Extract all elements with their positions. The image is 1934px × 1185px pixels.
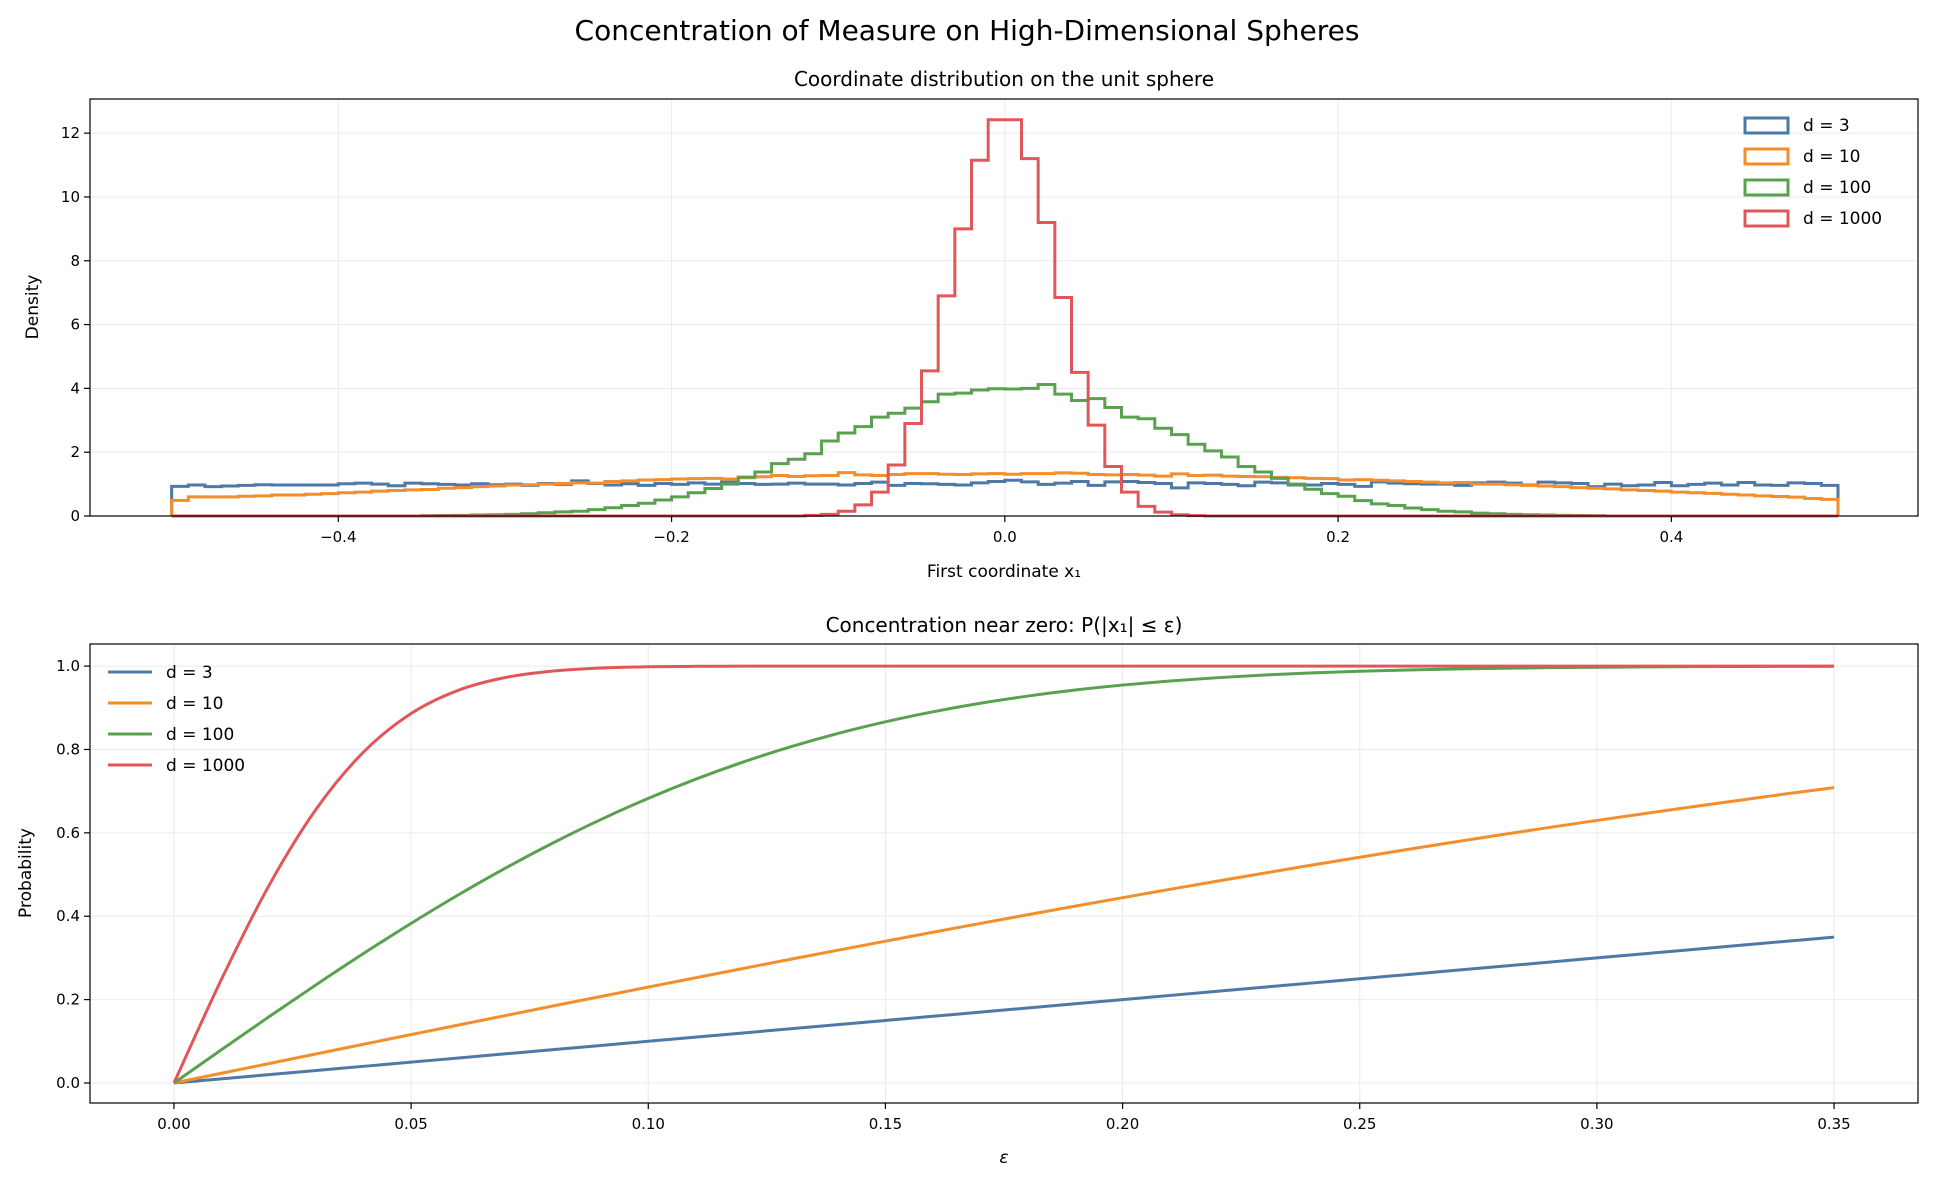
histogram-title: Coordinate distribution on the unit sphe…	[794, 67, 1214, 91]
x-tick-label: 0.2	[1326, 528, 1350, 546]
histogram-frame	[89, 98, 1919, 517]
legend-swatch	[1743, 147, 1790, 166]
legend-item: d = 100	[108, 725, 234, 745]
x-tick-label: 0.35	[1817, 1115, 1850, 1133]
x-tick-label: −0.4	[320, 528, 356, 546]
legend-label: d = 10	[1803, 147, 1860, 167]
series-d10-line	[173, 786, 1835, 1085]
series-d100-line	[173, 664, 1835, 1085]
legend-item: d = 10	[108, 694, 223, 714]
probability-ylabel: Probability	[16, 828, 36, 918]
legend-label: d = 100	[1803, 178, 1871, 198]
histogram-axes: −0.4 −0.2 0.0 0.2 0.4 0 2 4 6 8 10 12 Coordinate di…	[23, 67, 1919, 582]
y-tick-label: 4	[70, 379, 80, 397]
x-tick-label: −0.2	[653, 528, 689, 546]
y-tick-label: 1.0	[56, 657, 80, 675]
histogram-ticks: −0.4 −0.2 0.0 0.2 0.4 0 2 4 6 8 10 12	[61, 124, 1683, 546]
legend-item: d = 1000	[1743, 209, 1882, 229]
probability-series	[172, 664, 1835, 1085]
x-tick-label: 0.0	[993, 528, 1017, 546]
y-tick-label: 0.6	[56, 824, 80, 842]
x-tick-label: 0.00	[157, 1115, 190, 1133]
x-tick-label: 0.4	[1659, 528, 1683, 546]
legend-item: d = 100	[1743, 178, 1871, 198]
x-tick-label: 0.10	[632, 1115, 665, 1133]
legend-label: d = 3	[1803, 116, 1850, 136]
y-tick-label: 0	[70, 507, 80, 525]
y-tick-label: 0.0	[56, 1074, 80, 1092]
probability-frame	[89, 643, 1919, 1104]
legend-item: d = 3	[1743, 116, 1850, 136]
histogram-xlabel: First coordinate x₁	[927, 562, 1081, 582]
probability-xlabel: ε	[999, 1148, 1008, 1168]
legend-label: d = 3	[166, 663, 213, 683]
series-d3-line	[170, 478, 1840, 516]
series-d10-line	[170, 471, 1840, 516]
probability-title: Concentration near zero: P(|x₁| ≤ ε)	[826, 613, 1183, 637]
series-d3-line	[173, 935, 1835, 1085]
histogram-series	[170, 118, 1840, 518]
legend-item: d = 3	[108, 663, 213, 683]
legend-swatch	[1743, 116, 1790, 135]
figure-suptitle: Concentration of Measure on High-Dimensi…	[575, 14, 1360, 47]
legend-label: d = 1000	[166, 756, 245, 776]
probability-grid	[90, 644, 1918, 1103]
x-tick-label: 0.15	[869, 1115, 902, 1133]
y-tick-label: 2	[70, 443, 80, 461]
legend-label: d = 1000	[1803, 209, 1882, 229]
y-tick-label: 12	[61, 124, 80, 142]
y-tick-label: 6	[70, 316, 80, 334]
series-d100-line	[171, 383, 1839, 518]
y-tick-label: 0.8	[56, 740, 80, 758]
y-tick-label: 10	[61, 188, 80, 206]
legend-item: d = 1000	[108, 756, 245, 776]
probability-legend: d = 3 d = 10 d = 100 d = 1000	[108, 663, 245, 776]
legend-item: d = 10	[1743, 147, 1860, 167]
legend-swatch	[1743, 209, 1790, 228]
x-tick-label: 0.05	[394, 1115, 427, 1133]
legend-label: d = 10	[166, 694, 223, 714]
y-tick-label: 0.4	[56, 907, 80, 925]
y-tick-label: 8	[70, 252, 80, 270]
probability-axes: 0.00 0.05 0.10 0.15 0.20 0.25 0.30 0.35 0.0 0.2 0.…	[16, 613, 1919, 1168]
x-tick-label: 0.20	[1106, 1115, 1139, 1133]
series-d1000-line	[172, 664, 1835, 1084]
y-tick-label: 0.2	[56, 991, 80, 1009]
probability-ticks: 0.00 0.05 0.10 0.15 0.20 0.25 0.30 0.35 0.0 0.2 0.…	[56, 657, 1851, 1133]
legend-label: d = 100	[166, 725, 234, 745]
histogram-ylabel: Density	[23, 275, 43, 340]
histogram-legend: d = 3 d = 10 d = 100 d = 1000	[1743, 116, 1882, 229]
legend-swatch	[1743, 178, 1790, 197]
x-tick-label: 0.25	[1343, 1115, 1376, 1133]
x-tick-label: 0.30	[1580, 1115, 1613, 1133]
histogram-grid	[90, 99, 1918, 517]
